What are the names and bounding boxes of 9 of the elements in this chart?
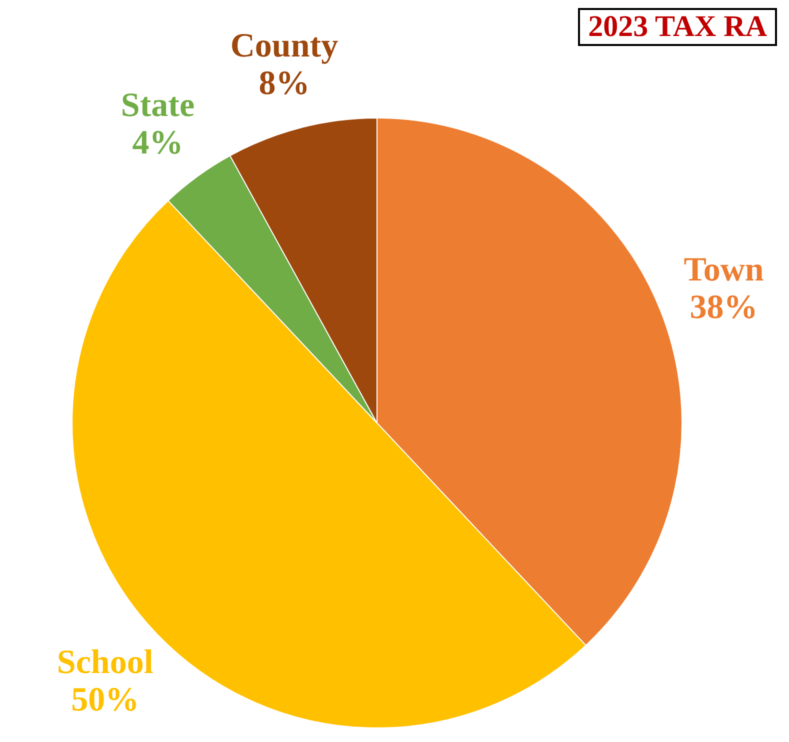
chart-title: 2023 TAX RA (578, 8, 777, 46)
data-label: 50% (71, 682, 140, 719)
data-label: 4% (132, 124, 184, 162)
slice-label: Town (684, 252, 764, 289)
data-label: 38% (690, 288, 758, 326)
slice-label: School (56, 644, 154, 682)
slice-label: County (230, 28, 338, 65)
slice-label: State (120, 87, 195, 124)
data-label: 8% (258, 65, 310, 102)
